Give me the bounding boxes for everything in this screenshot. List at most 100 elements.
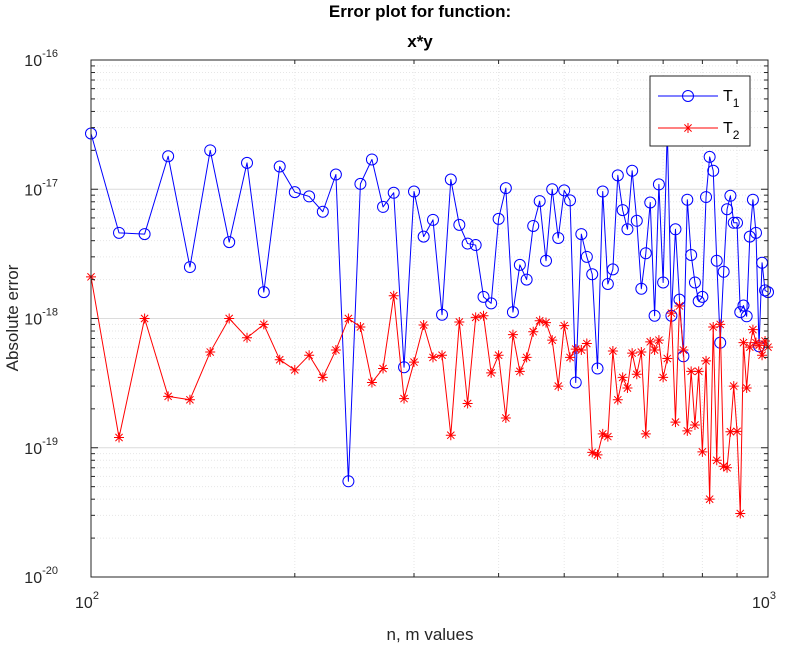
data-point [685,248,698,261]
data-point [627,348,638,359]
data-point [678,345,689,356]
data-point [461,237,474,250]
data-point [666,308,677,319]
data-point [354,177,367,190]
data-point [387,186,400,199]
data-point [274,354,285,365]
data-point [601,277,614,290]
data-point [469,239,482,252]
data-point [366,377,377,388]
data-point [558,184,571,197]
x-tick-label: 103 [752,590,776,612]
data-point [612,394,623,405]
data-point [241,156,254,169]
data-point [162,150,175,163]
y-tick-label-exponent: -16 [42,48,58,60]
data-point [485,297,498,310]
data-point [616,204,629,217]
data-point [580,250,593,263]
x-tick-label-base: 10 [75,595,93,612]
data-point [607,346,618,357]
data-point [636,347,647,358]
data-point [626,164,639,177]
data-point [686,366,697,377]
y-tick-label-exponent: -17 [42,177,58,189]
legend-label-t1-subscript: 1 [733,96,740,110]
data-point [721,203,734,216]
data-point [114,432,125,443]
data-point [591,362,604,375]
data-point [528,326,539,337]
y-tick-label: 10-20 [24,565,58,587]
y-tick-label: 10-18 [24,307,58,329]
data-point [645,336,656,347]
data-point [570,344,581,355]
data-point [757,350,768,361]
data-point [477,290,490,303]
data-point [257,286,270,299]
data-point [436,308,449,321]
y-tick-label-exponent: -19 [42,436,58,448]
data-point [342,475,355,488]
data-point [658,372,669,383]
legend-marker-t1 [682,90,694,102]
data-point [746,193,759,206]
data-point [377,200,390,213]
data-point [242,332,253,343]
data-point [506,306,519,319]
data-point [330,345,341,356]
data-point [564,194,577,207]
data-point [701,355,712,366]
data-point [630,214,643,227]
data-point [693,366,704,377]
data-point [486,367,497,378]
data-point [183,261,196,274]
data-point [388,290,399,301]
data-point [749,226,762,239]
data-point [718,461,729,472]
data-point [304,350,315,361]
data-point [734,306,747,319]
data-point [365,153,378,166]
data-point [743,230,756,243]
data-point [681,193,694,206]
data-point [587,447,598,458]
chart-title: Error plot for function: [329,2,511,21]
data-point [289,364,300,375]
data-point [427,352,438,363]
data-point [541,317,552,328]
data-point [575,228,588,241]
x-tick-label: 102 [75,590,99,612]
data-point [597,428,608,439]
data-point [710,254,723,267]
data-point [682,425,693,436]
data-point [138,228,151,241]
data-point [759,284,772,297]
data-point [724,189,737,202]
x-tick-label-exponent: 2 [93,590,99,602]
data-point [258,319,269,330]
data-point [534,315,545,326]
data-point [689,419,700,430]
y-tick-label-exponent: -18 [42,307,58,319]
data-point [727,216,740,229]
data-point [717,265,730,278]
data-point [205,347,216,358]
data-point [737,299,750,312]
data-point [303,190,316,203]
data-point [611,169,624,182]
data-point [732,426,743,437]
data-point [273,160,286,173]
data-point [649,345,660,356]
data-point [707,164,720,177]
y-tick-label-base: 10 [24,53,42,70]
data-point [631,369,642,380]
data-point [513,258,526,271]
legend-label-t1-name: T [723,88,733,105]
data-point [343,313,354,324]
data-point [692,295,705,308]
data-point [760,335,771,346]
x-axis-label: n, m values [387,625,474,644]
